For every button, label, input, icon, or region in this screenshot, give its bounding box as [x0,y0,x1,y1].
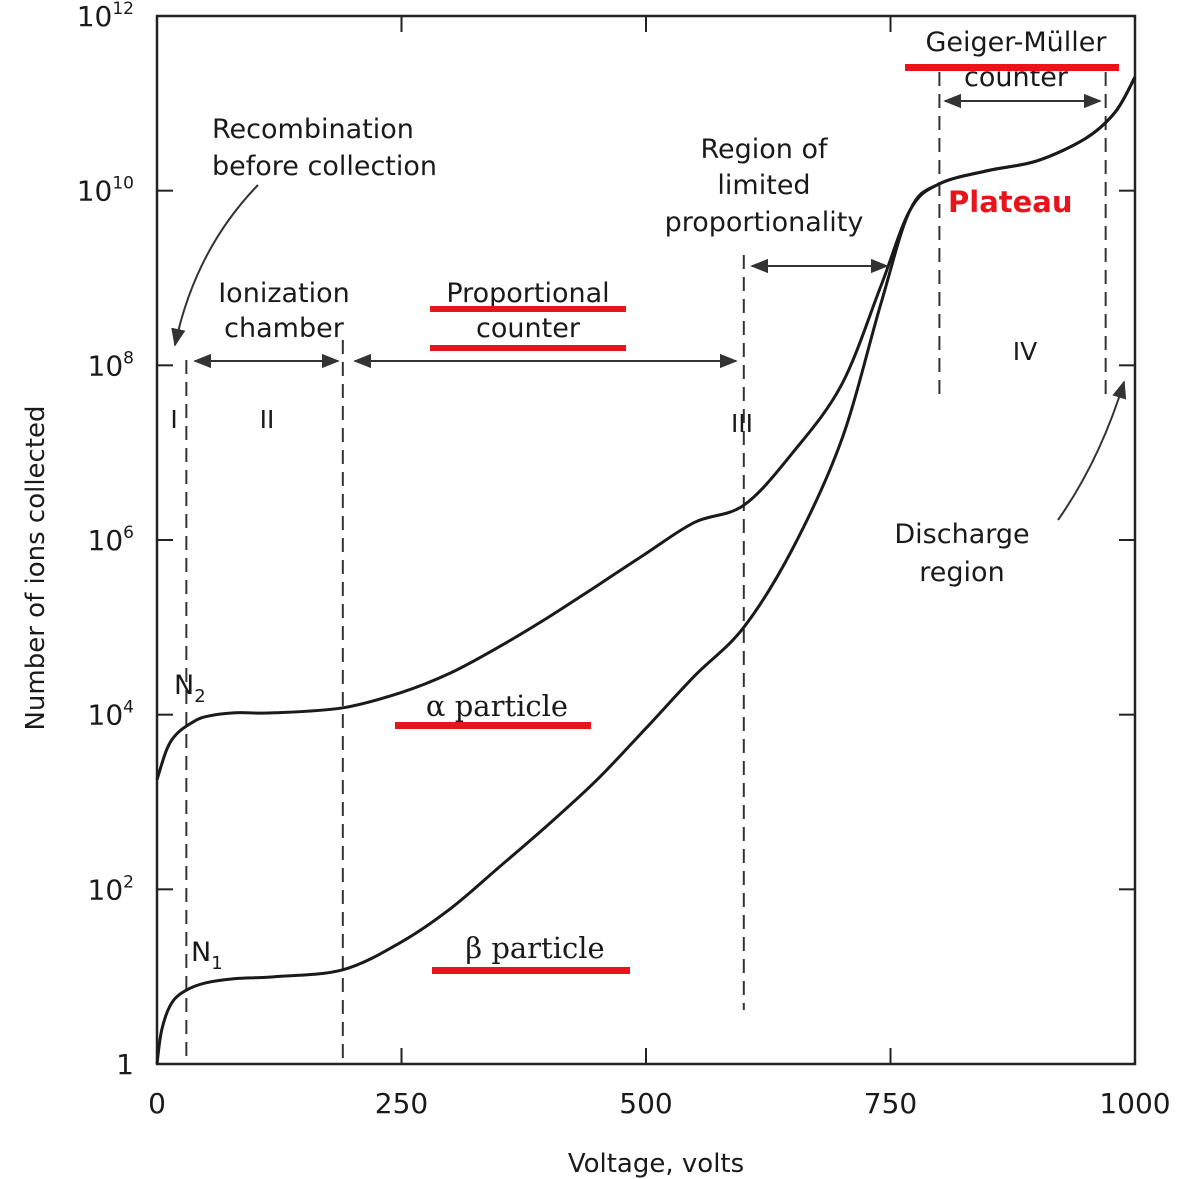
alpha-series-label: α particle [426,689,568,723]
region-boundaries [185,72,1107,1064]
y-tick-label: 108 [88,348,134,382]
y-tick-label: 106 [88,523,134,557]
region-i-label: I [170,405,177,434]
y-tick-label: 1 [116,1048,134,1081]
limited-label-line1: Region of [700,134,829,165]
beta-curve [155,76,1137,1065]
n1-label: N1 [191,937,223,974]
tick-marks [156,15,1136,1065]
region-ii-label: II [260,405,275,434]
proportional-counter-label-line2: counter [476,313,581,344]
limited-label-line2: limited [717,170,810,201]
discharge-label-line1: Discharge [894,519,1029,550]
alpha-underline [395,722,591,729]
x-tick-label: 1000 [1099,1087,1170,1120]
x-tick-label: 750 [864,1087,917,1120]
region-iv-label: IV [1013,337,1037,366]
x-tick-label: 500 [619,1087,672,1120]
proportional-counter-label-line1: Proportional [446,278,609,309]
geiger-underline [905,64,1119,71]
region-iii-label: III [731,409,753,438]
proportional-underline-2 [430,345,626,351]
x-tick-label: 250 [375,1087,428,1120]
x-axis-label: Voltage, volts [568,1149,744,1179]
ionization-chamber-label-line1: Ionization [218,278,350,309]
discharge-arrow [1057,380,1127,521]
recombination-label-line2: before collection [212,151,437,182]
limited-label-line3: proportionality [665,207,864,238]
y-tick-label: 104 [88,698,134,732]
recombination-label-line1: Recombination [212,114,414,145]
discharge-label-line2: region [919,557,1004,588]
ionization-chamber-label-line2: chamber [224,313,345,344]
n2-label: N2 [174,670,206,707]
y-tick-label: 102 [88,872,134,906]
beta-series-label: β particle [465,931,604,965]
y-tick-label: 1010 [77,174,134,208]
tick-labels: 0 250 500 750 1000 1 102 104 106 108 1010 1012 [77,0,1171,1120]
alpha-curve [155,76,1137,781]
y-tick-label: 1012 [77,0,134,33]
data-curves [155,76,1137,1065]
recombination-arrow [171,184,259,347]
x-tick-label: 0 [148,1087,166,1120]
plateau-label: Plateau [948,185,1073,219]
y-axis-label: Number of ions collected [21,405,51,730]
beta-underline [432,967,630,974]
proportional-underline-1 [430,306,626,312]
geiger-label-line1: Geiger-Müller [925,27,1107,58]
